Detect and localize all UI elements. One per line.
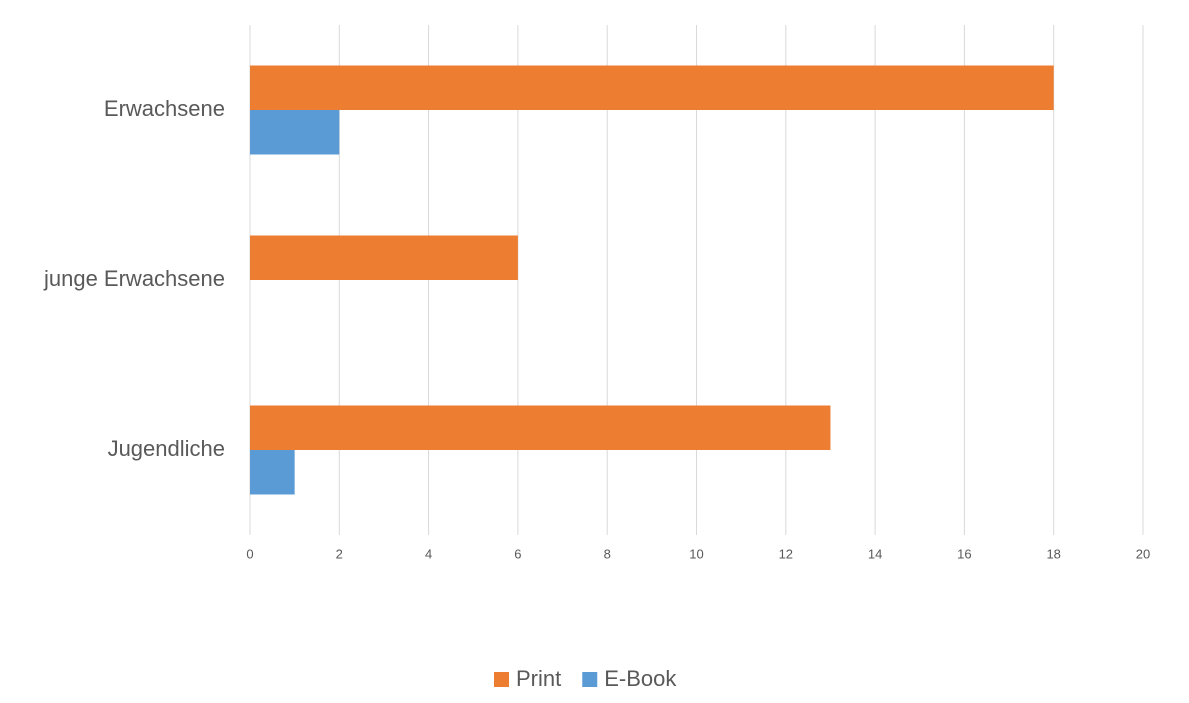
x-tick-label: 8 bbox=[604, 546, 611, 561]
x-tick-label: 4 bbox=[425, 546, 432, 561]
legend-label: E-Book bbox=[604, 666, 677, 691]
bar bbox=[250, 450, 295, 495]
bar bbox=[250, 405, 831, 450]
x-tick-label: 20 bbox=[1136, 546, 1150, 561]
x-tick-label: 18 bbox=[1046, 546, 1060, 561]
x-tick-label: 10 bbox=[689, 546, 703, 561]
x-tick-label: 12 bbox=[779, 546, 793, 561]
x-tick-label: 2 bbox=[336, 546, 343, 561]
x-tick-label: 16 bbox=[957, 546, 971, 561]
legend-swatch bbox=[582, 672, 598, 687]
bar bbox=[250, 110, 340, 155]
legend-swatch bbox=[494, 672, 509, 687]
x-tick-label: 0 bbox=[246, 546, 253, 561]
x-tick-label: 14 bbox=[868, 546, 882, 561]
y-tick-label: Erwachsene bbox=[104, 96, 225, 121]
x-tick-label: 6 bbox=[514, 546, 521, 561]
y-tick-label: Jugendliche bbox=[108, 436, 225, 461]
legend-label: Print bbox=[516, 666, 561, 691]
bar bbox=[250, 235, 518, 280]
bar bbox=[250, 65, 1054, 110]
y-tick-label: junge Erwachsene bbox=[43, 266, 225, 291]
